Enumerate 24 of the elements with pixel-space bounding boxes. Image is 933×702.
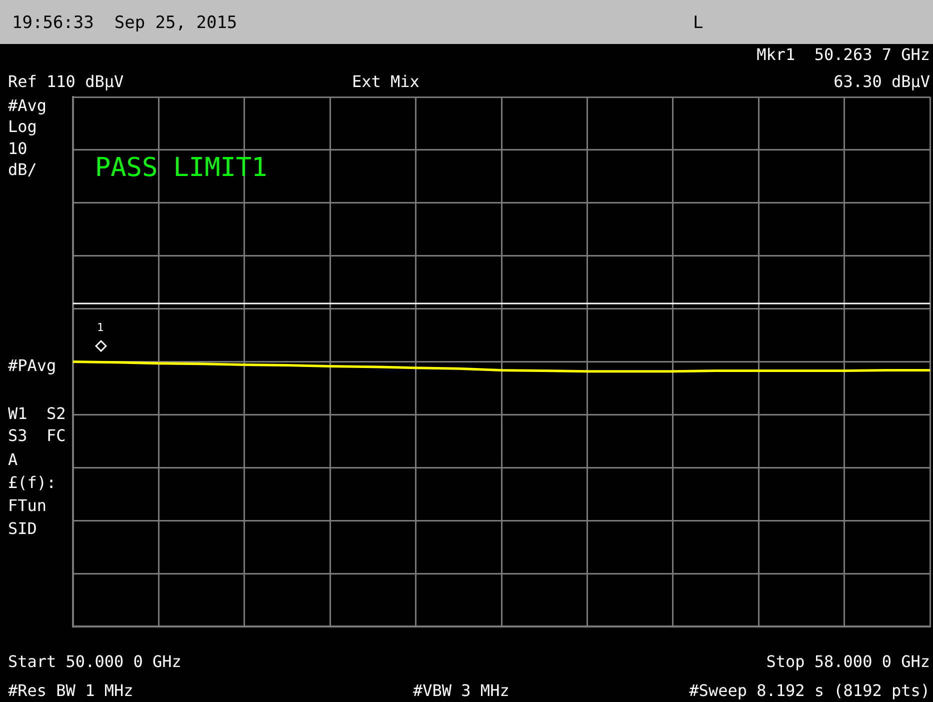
text: Stop 58.000 0 GHz	[766, 652, 930, 671]
text: Mkr1 50.263 7 GHz	[756, 45, 930, 64]
text: 10	[8, 139, 28, 158]
text: #VBW 3 MHz	[413, 681, 510, 700]
text: Ext Mix	[352, 72, 420, 91]
text: #PAvg	[8, 356, 56, 375]
text: PASS LIMIT1	[95, 153, 268, 183]
text: S3 FC	[8, 426, 66, 445]
text: dB/	[8, 160, 37, 179]
text: Ref 110 dBµV	[8, 72, 124, 91]
text: #Res BW 1 MHz	[8, 681, 134, 700]
text: Log	[8, 117, 37, 136]
text: 1	[97, 321, 104, 334]
text: #Avg	[8, 96, 47, 115]
text: 63.30 dBµV	[834, 72, 930, 91]
text: L	[693, 13, 704, 33]
text: W1 S2	[8, 404, 66, 423]
text: Start 50.000 0 GHz	[8, 652, 182, 671]
text: £(f):	[8, 473, 56, 492]
text: 19:56:33 Sep 25, 2015	[12, 13, 238, 33]
text: SID	[8, 519, 37, 538]
text: FTun	[8, 496, 47, 515]
text: A	[8, 450, 18, 469]
text: #Sweep 8.192 s (8192 pts)	[689, 681, 930, 700]
